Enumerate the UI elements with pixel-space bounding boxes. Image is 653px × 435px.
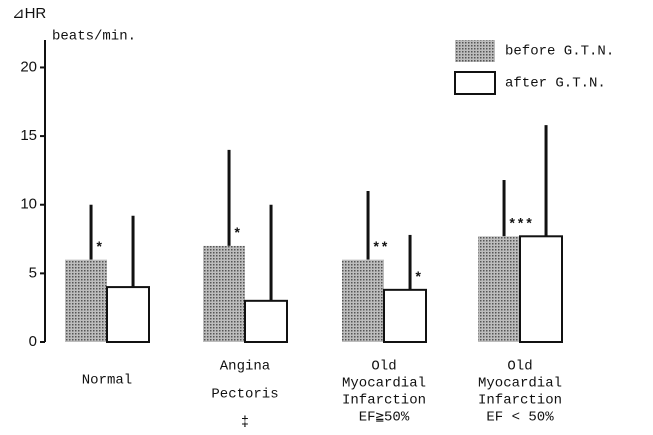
annotation: ‡ — [241, 415, 249, 431]
annotation: *** — [508, 217, 533, 233]
legend-swatch — [455, 40, 495, 62]
x-tick-label: EF≧50% — [359, 410, 410, 426]
x-tick-label: Normal — [82, 373, 132, 389]
bar — [106, 286, 150, 344]
x-tick-label: Pectoris — [211, 387, 278, 403]
y-unit: beats/min. — [52, 29, 136, 45]
x-tick-label: Myocardial — [478, 376, 562, 392]
annotation: ** — [372, 240, 389, 256]
bar — [203, 245, 245, 342]
y-label: ⊿HR — [12, 5, 46, 22]
bar — [478, 236, 520, 342]
y-tick-label: 10 — [20, 196, 37, 213]
bar — [519, 235, 563, 343]
y-tick-label: 0 — [29, 333, 37, 350]
x-tick-label: Angina — [220, 359, 270, 375]
x-tick-label: Infarction — [342, 393, 426, 409]
y-tick-label: 20 — [20, 58, 37, 75]
x-tick-label: Old — [371, 359, 396, 375]
annotation: * — [95, 240, 103, 256]
bar — [342, 259, 384, 342]
x-tick-label: Old — [507, 359, 532, 375]
bar — [244, 299, 288, 343]
legend-label: before G.T.N. — [505, 44, 614, 60]
bar — [383, 288, 427, 343]
annotation: * — [233, 227, 241, 243]
bar — [65, 259, 107, 342]
legend-label: after G.T.N. — [505, 76, 606, 92]
legend-swatch — [454, 71, 496, 95]
x-tick-label: EF < 50% — [486, 410, 554, 426]
x-tick-label: Myocardial — [342, 376, 426, 392]
annotation: * — [414, 271, 422, 287]
y-tick-label: 15 — [20, 127, 37, 144]
y-tick-label: 5 — [29, 264, 37, 281]
x-tick-label: Infarction — [478, 393, 562, 409]
